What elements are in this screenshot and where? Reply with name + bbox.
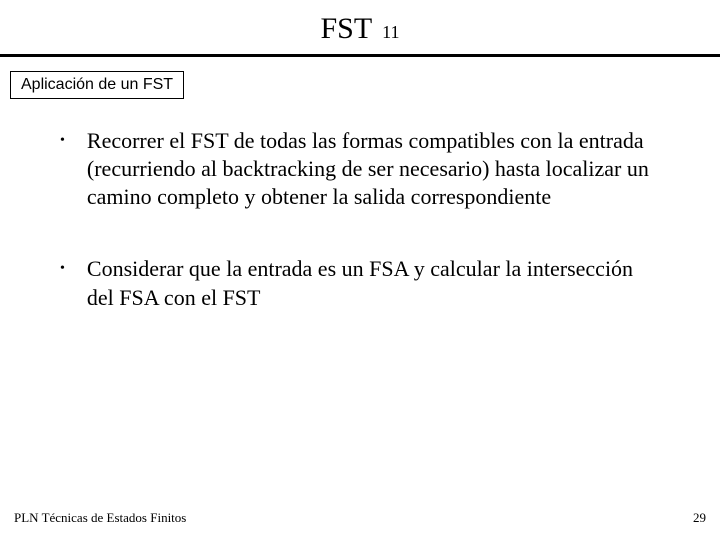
page-number: 29 (693, 510, 706, 526)
list-item: • Considerar que la entrada es un FSA y … (60, 255, 660, 311)
subtitle-box: Aplicación de un FST (10, 71, 184, 99)
footer: PLN Técnicas de Estados Finitos 29 (14, 510, 706, 526)
slide-title: FST (320, 12, 372, 45)
bullet-text: Recorrer el FST de todas las formas comp… (87, 127, 660, 211)
footer-left: PLN Técnicas de Estados Finitos (14, 510, 186, 526)
slide: FST 11 Aplicación de un FST • Recorrer e… (0, 0, 720, 540)
title-rule (0, 54, 720, 57)
bullet-icon: • (60, 255, 65, 283)
bullet-text: Considerar que la entrada es un FSA y ca… (87, 255, 660, 311)
slide-title-number: 11 (382, 22, 399, 42)
title-area: FST 11 (0, 0, 720, 46)
bullet-icon: • (60, 127, 65, 155)
list-item: • Recorrer el FST de todas las formas co… (60, 127, 660, 211)
content-area: • Recorrer el FST de todas las formas co… (0, 99, 720, 312)
